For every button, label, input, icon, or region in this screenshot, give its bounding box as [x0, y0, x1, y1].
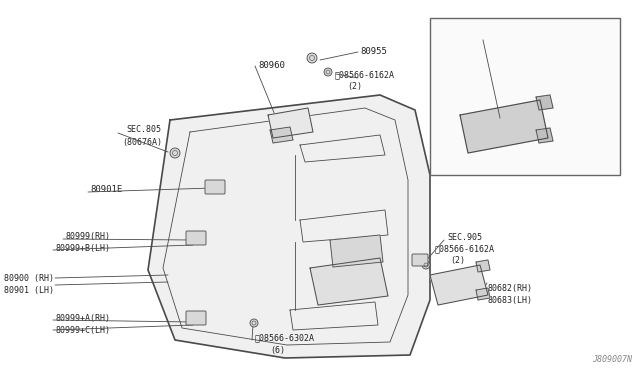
- FancyBboxPatch shape: [412, 254, 428, 266]
- Polygon shape: [536, 95, 553, 110]
- Text: 80960: 80960: [258, 61, 285, 70]
- FancyBboxPatch shape: [186, 231, 206, 245]
- Bar: [430, 18, 620, 175]
- Text: (2): (2): [347, 83, 362, 92]
- Text: J809007N: J809007N: [592, 355, 632, 364]
- Text: 80900 (RH): 80900 (RH): [4, 273, 54, 282]
- Circle shape: [170, 148, 180, 158]
- Text: SEC.905: SEC.905: [447, 232, 482, 241]
- Polygon shape: [268, 108, 313, 138]
- Text: 80999+B(LH): 80999+B(LH): [55, 244, 110, 253]
- Polygon shape: [270, 127, 293, 143]
- Polygon shape: [310, 258, 388, 305]
- Polygon shape: [476, 288, 490, 300]
- Circle shape: [422, 261, 430, 269]
- Circle shape: [250, 319, 258, 327]
- Text: Ⓢ08566-6162A: Ⓢ08566-6162A: [435, 244, 495, 253]
- Text: SEC.805: SEC.805: [126, 125, 161, 135]
- Text: 80901E: 80901E: [90, 186, 122, 195]
- FancyBboxPatch shape: [205, 180, 225, 194]
- Polygon shape: [536, 128, 553, 143]
- Circle shape: [324, 68, 332, 76]
- Text: Ⓢ08566-6162A: Ⓢ08566-6162A: [335, 71, 395, 80]
- Text: 80999+A(RH): 80999+A(RH): [55, 314, 110, 323]
- Text: (2): (2): [450, 257, 465, 266]
- Text: 80901 (LH): 80901 (LH): [4, 285, 54, 295]
- Text: Ⓢ08566-6302A: Ⓢ08566-6302A: [255, 334, 315, 343]
- Text: (6): (6): [270, 346, 285, 355]
- Text: 80682(RH): 80682(RH): [487, 283, 532, 292]
- Circle shape: [307, 53, 317, 63]
- Polygon shape: [430, 265, 488, 305]
- FancyBboxPatch shape: [186, 311, 206, 325]
- Polygon shape: [148, 95, 430, 358]
- Polygon shape: [330, 235, 383, 267]
- Text: (80676A): (80676A): [122, 138, 162, 147]
- Text: 80999+C(LH): 80999+C(LH): [55, 326, 110, 334]
- Polygon shape: [476, 260, 490, 272]
- Text: 80955: 80955: [360, 48, 387, 57]
- Text: 80683(LH): 80683(LH): [487, 295, 532, 305]
- Text: 80961 (LH): 80961 (LH): [455, 32, 514, 42]
- Text: 80999(RH): 80999(RH): [65, 231, 110, 241]
- Polygon shape: [460, 100, 548, 153]
